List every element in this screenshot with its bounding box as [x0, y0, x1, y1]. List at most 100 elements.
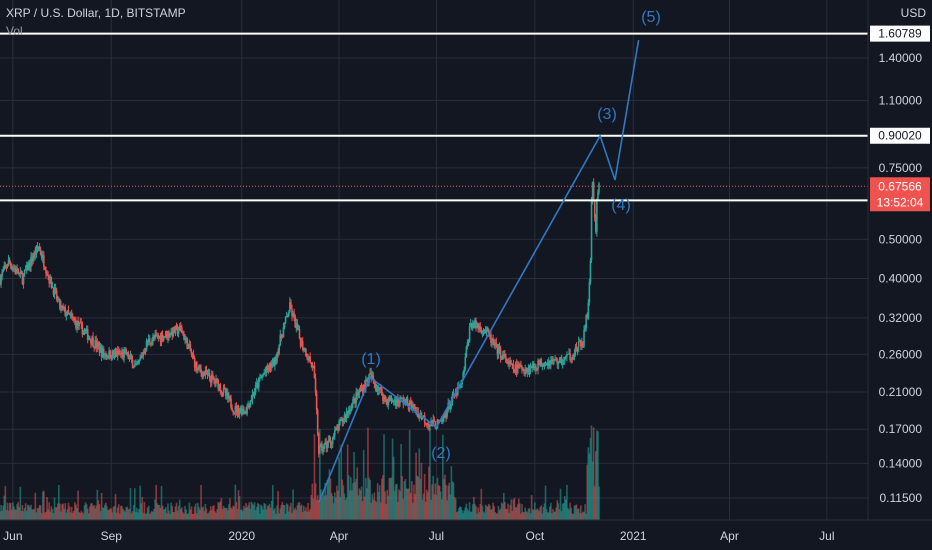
volume-bar — [320, 489, 322, 520]
volume-bar — [577, 508, 580, 520]
volume-bar — [382, 475, 384, 520]
volume-bar — [174, 506, 177, 520]
volume-bars — [0, 425, 600, 520]
volume-bar — [593, 486, 596, 520]
volume-bar — [525, 511, 528, 520]
volume-bar — [249, 508, 252, 520]
volume-bar — [325, 495, 328, 520]
symbol-title[interactable]: XRP / U.S. Dollar, 1D, BITSTAMP — [6, 6, 186, 20]
volume-bar — [463, 510, 466, 520]
candle-body — [418, 414, 421, 418]
volume-bar — [464, 507, 467, 520]
candle-body — [73, 317, 75, 320]
candle-body — [152, 336, 154, 342]
level-tag — [870, 25, 930, 42]
currency-label[interactable]: USD — [900, 6, 926, 20]
candle-body — [310, 362, 313, 364]
price-axis[interactable]: 1.40000 1.10000 0.75000 0.50000 0.40000 0.320… — [867, 0, 932, 520]
volume-label[interactable]: Vol — [6, 24, 23, 38]
candle-body — [74, 319, 76, 321]
volume-bar — [387, 495, 390, 520]
candle-body — [339, 420, 341, 422]
candle-body — [353, 398, 355, 400]
volume-bar — [10, 509, 13, 520]
candle-body — [521, 367, 523, 371]
elliott-wave-path[interactable] — [318, 39, 640, 504]
candle-body — [470, 322, 473, 329]
horizontal-levels[interactable] — [0, 32, 868, 202]
x-tick-label: Jun — [3, 529, 22, 543]
candle-body — [290, 302, 292, 309]
candle-body — [137, 363, 139, 365]
volume-bar — [251, 503, 254, 520]
volume-bar — [459, 506, 461, 520]
candle-body — [24, 269, 27, 271]
volume-bar — [243, 505, 245, 520]
volume-bar — [124, 511, 126, 520]
candle-body — [215, 378, 217, 383]
volume-bar — [41, 491, 44, 520]
candle-body — [288, 312, 290, 317]
volume-bar — [353, 452, 355, 520]
volume-bar — [338, 457, 340, 520]
volume-bar — [377, 492, 380, 520]
volume-bar — [411, 481, 413, 520]
candle-body — [291, 308, 293, 316]
volume-bar — [275, 513, 277, 520]
volume-bar — [159, 507, 162, 520]
volume-bar — [351, 490, 353, 520]
candle-body — [567, 353, 569, 355]
candle-body — [384, 395, 386, 400]
volume-bar — [403, 481, 406, 520]
candle-body — [363, 385, 366, 388]
volume-bar — [219, 501, 222, 520]
volume-bar — [53, 497, 56, 520]
volume-bar — [458, 508, 460, 520]
candle-body — [503, 354, 505, 356]
volume-bar — [285, 503, 288, 520]
volume-bar — [354, 482, 356, 520]
candle-body — [474, 320, 476, 328]
volume-bar — [550, 502, 552, 520]
volume-bar — [87, 513, 90, 520]
candle-body — [120, 353, 122, 355]
candle-body — [163, 335, 166, 337]
time-axis[interactable]: Jun Sep 2020 Apr Jul Oct 2021 Apr Jul — [0, 519, 932, 543]
volume-bar — [142, 512, 145, 520]
symbol-header: XRP / U.S. Dollar, 1D, BITSTAMP Vol — [6, 6, 186, 38]
candle-body — [358, 389, 361, 394]
volume-bar — [407, 488, 410, 520]
candle-body — [535, 366, 537, 370]
candle-body — [355, 392, 357, 403]
candle-body — [78, 322, 80, 327]
candle-body — [419, 413, 422, 415]
volume-bar — [237, 490, 240, 520]
candle-body — [69, 314, 72, 316]
candle-body — [150, 342, 152, 345]
candle-body — [130, 355, 133, 360]
volume-bar — [340, 444, 343, 520]
volume-bar — [190, 506, 193, 520]
candle-body — [428, 424, 430, 428]
volume-bar — [424, 501, 427, 520]
candle-body — [433, 419, 436, 422]
candle-body — [329, 439, 332, 443]
volume-bar — [423, 473, 426, 520]
candle-body — [32, 257, 34, 262]
volume-bar — [453, 496, 456, 520]
candle-body — [516, 364, 519, 373]
volume-bar — [25, 510, 28, 520]
candle-body — [530, 365, 533, 368]
volume-bar — [475, 506, 477, 520]
candle-body — [545, 363, 548, 365]
volume-bar — [370, 502, 372, 520]
volume-bar — [32, 509, 34, 520]
candle-body — [59, 298, 61, 309]
volume-bar — [49, 511, 52, 520]
volume-bar — [541, 513, 544, 520]
volume-bar — [336, 485, 338, 520]
candle-body — [356, 392, 359, 396]
candle-body — [444, 414, 446, 416]
volume-bar — [385, 504, 387, 520]
